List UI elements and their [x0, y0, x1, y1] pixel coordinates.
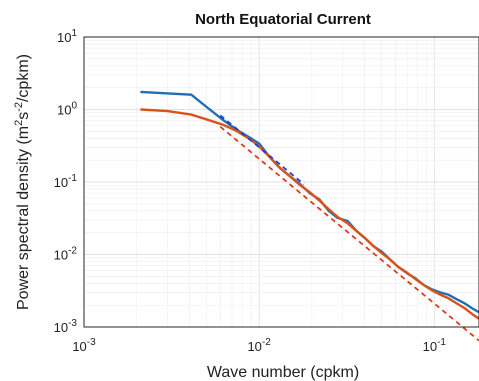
- series-group: [140, 90, 479, 342]
- grid: [83, 36, 479, 328]
- y-tick-label: 10-3: [54, 318, 78, 335]
- plot-frame: [83, 36, 479, 328]
- dashed-fit-line-3: [219, 114, 305, 185]
- spectrum-line-2: [140, 108, 479, 320]
- x-axis-label: Wave number (cpkm): [207, 364, 359, 381]
- y-axis-label: Power spectral density (m2s-2/cpkm): [13, 54, 32, 310]
- spectrum-line-1: [140, 90, 479, 314]
- x-tick-labels: 10-3 10-2 10-1: [72, 337, 446, 354]
- x-tick-label: 10-1: [423, 337, 447, 354]
- x-tick-label: 10-3: [72, 337, 96, 354]
- y-tick-labels: 101 100 10-1 10-2 10-3: [54, 28, 78, 335]
- y-tick-label: 10-2: [54, 246, 78, 263]
- y-tick-label: 101: [57, 28, 77, 45]
- chart-title: North Equatorial Current: [195, 11, 371, 28]
- y-tick-label: 100: [57, 101, 77, 118]
- y-tick-label: 10-1: [54, 173, 78, 190]
- x-tick-label: 10-2: [247, 337, 271, 354]
